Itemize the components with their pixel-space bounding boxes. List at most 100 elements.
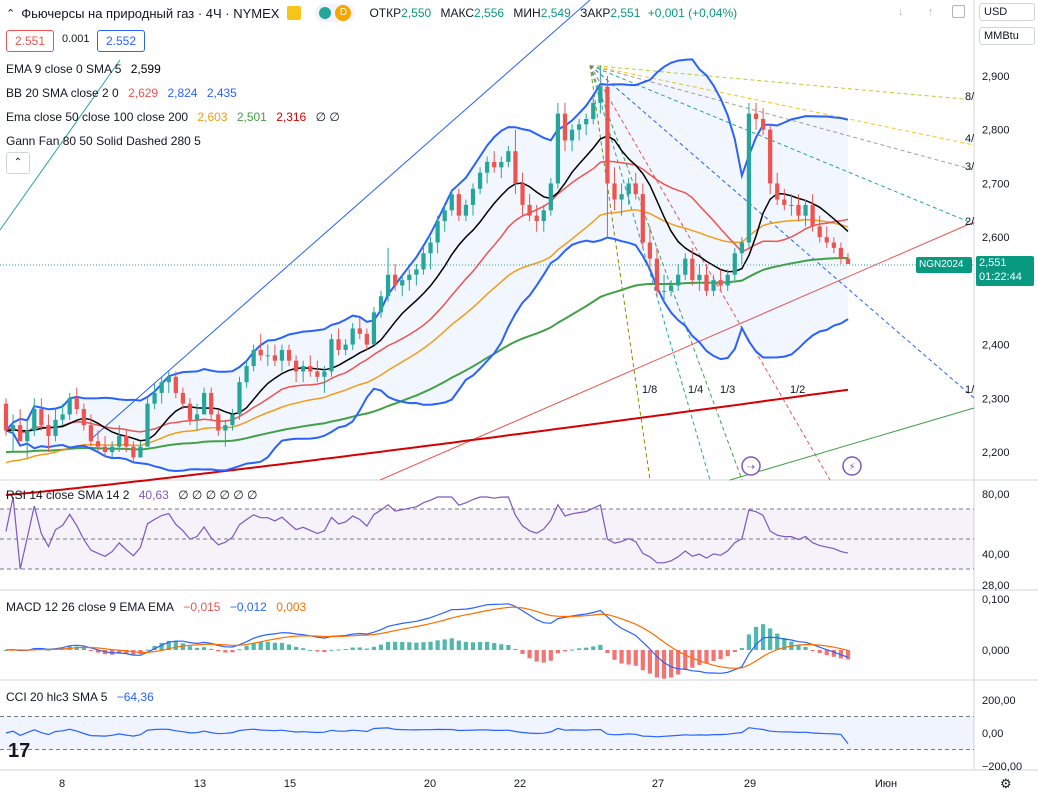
macd-legend[interactable]: MACD 12 26 close 9 EMA EMA −0,015 −0,012… xyxy=(6,600,308,614)
candlesticks[interactable] xyxy=(3,65,851,463)
macd-histogram-bar xyxy=(46,649,51,651)
tradingview-logo[interactable]: 17 xyxy=(8,740,31,762)
candle-body xyxy=(718,280,723,286)
gann-fan-line xyxy=(589,64,975,146)
candle-body xyxy=(506,151,511,162)
macd-axis-label: 0,100 xyxy=(982,594,1010,606)
symbol-title[interactable]: Фьючерсы на природный газ · 4Ч · NYMEX xyxy=(21,5,280,21)
time-axis-label: 8 xyxy=(59,778,65,790)
gann-legend-label: Gann Fan 80 50 Solid Dashed 280 5 xyxy=(6,134,201,148)
high-label: МАКС xyxy=(440,6,475,20)
candle-body xyxy=(577,124,582,130)
maximize-icon[interactable] xyxy=(952,5,965,18)
macd-histogram-bar xyxy=(704,650,709,664)
rsi-legend[interactable]: RSI 14 close SMA 14 2 40,63 ∅ ∅ ∅ ∅ ∅ ∅ xyxy=(6,488,260,502)
candle-body xyxy=(350,328,355,345)
candle-body xyxy=(124,435,129,447)
macd-histogram-bar xyxy=(117,650,122,654)
macd-histogram-bar xyxy=(584,647,589,650)
lightning-event-icon[interactable]: ⚡ xyxy=(842,456,862,476)
candle-body xyxy=(385,274,391,297)
macd-histogram-bar xyxy=(810,650,815,651)
macd-histogram-bar xyxy=(216,650,221,652)
macd-histogram-bar xyxy=(605,650,610,653)
macd-histogram-bar xyxy=(145,649,150,651)
scroll-down-icon[interactable]: ↓ xyxy=(898,6,904,18)
gear-icon[interactable]: ⚙ xyxy=(1000,776,1012,791)
macd-signal-line xyxy=(5,606,849,669)
low-value: 2,549 xyxy=(540,6,571,20)
candle-body xyxy=(251,349,256,367)
unit-select[interactable]: MMBtu xyxy=(979,27,1035,45)
macd-histogram-bar xyxy=(286,644,292,650)
candle-body xyxy=(244,366,249,383)
candle-body xyxy=(782,199,787,205)
scroll-up-icon[interactable]: ↑ xyxy=(928,6,934,18)
candle-body xyxy=(541,210,546,222)
time-axis-label: 29 xyxy=(744,778,756,790)
macd-histogram-bar xyxy=(477,642,483,650)
candle-body xyxy=(668,285,674,291)
candle-body xyxy=(789,204,794,206)
rsi-legend-value: 40,63 xyxy=(138,488,169,502)
candle-body xyxy=(110,446,115,452)
candle-body xyxy=(81,409,86,426)
dividend-event-icon[interactable]: ⇢ xyxy=(741,456,761,476)
macd-histogram-bar xyxy=(385,641,391,650)
macd-histogram-bar xyxy=(456,640,461,650)
gann-legend[interactable]: Gann Fan 80 50 Solid Dashed 280 5 xyxy=(6,134,203,148)
macd-histogram-bar xyxy=(506,644,511,650)
macd-histogram-bar xyxy=(209,648,214,650)
macd-histogram-bar xyxy=(534,650,539,662)
macd-histogram-bar xyxy=(265,641,270,650)
candle-body xyxy=(683,258,688,275)
open-label: ОТКР xyxy=(369,6,402,20)
cci-legend[interactable]: CCI 20 hlc3 SMA 5 −64,36 xyxy=(6,690,156,704)
cci-legend-value: −64,36 xyxy=(116,690,154,704)
macd-histogram-bar xyxy=(746,634,752,650)
candle-body xyxy=(209,392,214,415)
price-axis-label: 2,600 xyxy=(982,232,1010,244)
macd-pane[interactable] xyxy=(3,603,851,679)
candle-body xyxy=(647,242,653,259)
cci-pane[interactable] xyxy=(0,716,974,750)
gann-fan-line xyxy=(589,64,975,101)
ema200-line xyxy=(5,388,849,496)
macd-histogram-bar xyxy=(187,646,193,650)
open-value: 2,550 xyxy=(401,6,432,20)
ema9-legend[interactable]: EMA 9 close 0 SMA 5 2,599 xyxy=(6,62,163,76)
candle-body xyxy=(88,425,94,442)
candle-body xyxy=(95,441,101,447)
macd-histogram-bar xyxy=(782,638,787,650)
bb-basis-value: 2,629 xyxy=(128,86,159,100)
ema-triple-legend[interactable]: Ema close 50 close 100 close 200 2,603 2… xyxy=(6,110,342,124)
macd-histogram-bar xyxy=(725,650,730,657)
symbol-header[interactable]: ⌃ Фьючерсы на природный газ · 4Ч · NYMEX… xyxy=(0,0,737,26)
macd-histogram-bar xyxy=(796,645,801,650)
candle-body xyxy=(279,349,285,361)
macd-histogram-bar xyxy=(485,641,490,650)
candle-body xyxy=(803,204,808,216)
star-icon[interactable] xyxy=(287,6,302,20)
candle-body xyxy=(53,419,58,436)
macd-histogram-bar xyxy=(350,647,355,650)
candle-body xyxy=(456,194,461,216)
macd-histogram-bar xyxy=(449,638,454,650)
candle-body xyxy=(102,446,108,452)
candle-body xyxy=(591,102,596,119)
macd-histogram-bar xyxy=(760,624,766,650)
session-toggle[interactable]: D xyxy=(315,4,356,22)
candle-body xyxy=(173,376,178,393)
currency-select[interactable]: USD xyxy=(979,3,1035,21)
macd-histogram-bar xyxy=(499,644,504,650)
rsi-pane[interactable] xyxy=(0,496,974,570)
macd-histogram-bar xyxy=(845,650,851,660)
macd-histogram-bar xyxy=(173,641,178,650)
trend-line xyxy=(729,407,975,481)
buy-button[interactable]: 2.552 xyxy=(97,30,145,52)
bb-legend[interactable]: BB 20 SMA close 2 0 2,629 2,824 2,435 xyxy=(6,86,239,100)
collapse-legend-button[interactable]: ⌃ xyxy=(6,152,30,174)
sell-button[interactable]: 2.551 xyxy=(6,30,54,52)
collapse-chevron-icon[interactable]: ⌃ xyxy=(6,7,16,20)
